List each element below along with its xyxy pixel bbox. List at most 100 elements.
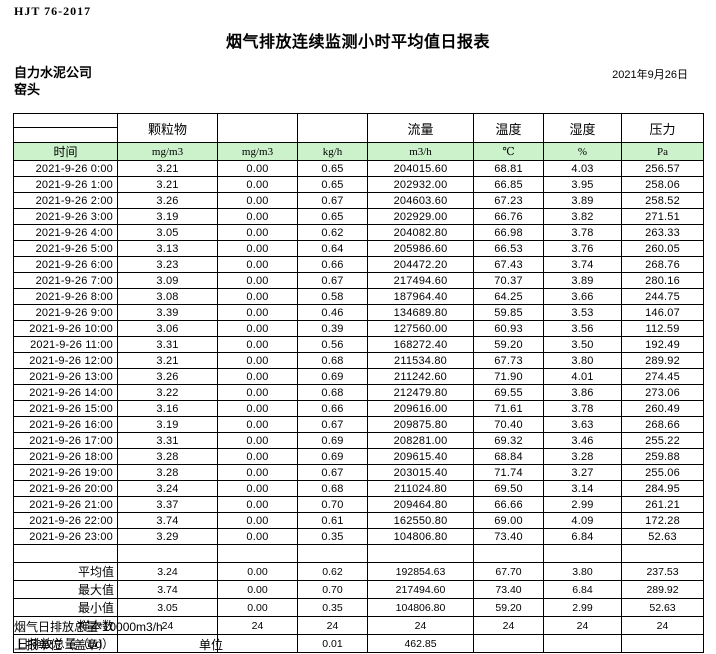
cell-value: 244.75 xyxy=(621,288,704,305)
cell-value: 134689.80 xyxy=(367,304,474,321)
cell-value: 217494.60 xyxy=(367,272,474,289)
cell-value: 4.03 xyxy=(543,160,622,177)
corner-lower xyxy=(15,128,117,142)
group-header-row: 颗粒物 流量 温度 湿度 压力 xyxy=(13,113,704,143)
cell-value: 209615.40 xyxy=(367,448,474,465)
cell-value: 0.35 xyxy=(297,528,368,545)
blank-cell xyxy=(217,544,298,563)
summary-value: 3.05 xyxy=(117,598,218,617)
summary-value: 24 xyxy=(217,616,298,635)
cell-value: 0.00 xyxy=(217,176,298,193)
cell-value: 204603.60 xyxy=(367,192,474,209)
cell-value: 59.85 xyxy=(473,304,544,321)
table-row: 2021-9-26 5:00 3.13 0.00 0.64 205986.60 66.53… xyxy=(13,240,704,257)
summary-value: 0.00 xyxy=(217,598,298,617)
blank-cell xyxy=(117,544,218,563)
cell-timestamp: 2021-9-26 3:00 xyxy=(13,208,118,225)
cell-value: 73.40 xyxy=(473,528,544,545)
summary-value: 0.62 xyxy=(297,562,368,581)
table-row: 2021-9-26 11:00 3.31 0.00 0.56 168272.40 59.2… xyxy=(13,336,704,353)
cell-value: 0.67 xyxy=(297,464,368,481)
cell-value: 2.99 xyxy=(543,496,622,513)
cell-value: 0.68 xyxy=(297,384,368,401)
table-row: 2021-9-26 19:00 3.28 0.00 0.67 203015.40 71.7… xyxy=(13,464,704,481)
cell-timestamp: 2021-9-26 21:00 xyxy=(13,496,118,513)
summary-value: 3.74 xyxy=(117,580,218,599)
cell-timestamp: 2021-9-26 17:00 xyxy=(13,432,118,449)
cell-value: 71.90 xyxy=(473,368,544,385)
cell-value: 0.00 xyxy=(217,400,298,417)
cell-value: 3.50 xyxy=(543,336,622,353)
cell-value: 104806.80 xyxy=(367,528,474,545)
cell-value: 0.64 xyxy=(297,240,368,257)
facility-name: 窑头 xyxy=(14,82,41,97)
summary-value: 3.24 xyxy=(117,562,218,581)
cell-timestamp: 2021-9-26 15:00 xyxy=(13,400,118,417)
cell-value: 69.32 xyxy=(473,432,544,449)
unit-header-m3h: m3/h xyxy=(367,142,474,161)
standard-code: HJT 76-2017 xyxy=(14,4,92,18)
table-row: 2021-9-26 3:00 3.19 0.00 0.65 202929.00 66.76… xyxy=(13,208,704,225)
cell-value: 3.31 xyxy=(117,336,218,353)
cell-value: 172.28 xyxy=(621,512,704,529)
cell-value: 69.50 xyxy=(473,480,544,497)
cell-value: 0.00 xyxy=(217,352,298,369)
cell-value: 3.89 xyxy=(543,192,622,209)
cell-value: 3.46 xyxy=(543,432,622,449)
cell-timestamp: 2021-9-26 7:00 xyxy=(13,272,118,289)
cell-value: 0.00 xyxy=(217,368,298,385)
cell-value: 211534.80 xyxy=(367,352,474,369)
daily-total-label: 日排放总量（t/d） xyxy=(13,634,118,653)
summary-value: 24 xyxy=(543,616,622,635)
group-header-blank-1 xyxy=(217,113,298,143)
cell-timestamp: 2021-9-26 22:00 xyxy=(13,512,118,529)
cell-value: 66.66 xyxy=(473,496,544,513)
unit-header-percent: % xyxy=(543,142,622,161)
emission-report-table: 颗粒物 流量 温度 湿度 压力 时间 mg/m3 mg/m3 kg/h m3/h… xyxy=(13,113,704,653)
cell-value: 0.00 xyxy=(217,208,298,225)
unit-header-time: 时间 xyxy=(13,142,118,161)
cell-value: 187964.40 xyxy=(367,288,474,305)
cell-value: 204015.60 xyxy=(367,160,474,177)
summary-row: 最小值 3.05 0.00 0.35 104806.80 59.20 2.99 52.63 xyxy=(13,598,704,617)
unit-header-row: 时间 mg/m3 mg/m3 kg/h m3/h ℃ % Pa xyxy=(13,142,704,161)
cell-timestamp: 2021-9-26 23:00 xyxy=(13,528,118,545)
cell-value: 0.58 xyxy=(297,288,368,305)
summary-value: 73.40 xyxy=(473,580,544,599)
cell-timestamp: 2021-9-26 5:00 xyxy=(13,240,118,257)
table-row: 2021-9-26 16:00 3.19 0.00 0.67 209875.80 70.4… xyxy=(13,416,704,433)
cell-value: 289.92 xyxy=(621,352,704,369)
cell-value: 3.39 xyxy=(117,304,218,321)
cell-value: 274.45 xyxy=(621,368,704,385)
daily-total-value xyxy=(473,634,544,653)
cell-value: 0.62 xyxy=(297,224,368,241)
cell-value: 256.57 xyxy=(621,160,704,177)
cell-value: 3.19 xyxy=(117,416,218,433)
cell-value: 3.26 xyxy=(117,192,218,209)
table-row: 2021-9-26 17:00 3.31 0.00 0.69 208281.00 69.3… xyxy=(13,432,704,449)
cell-value: 0.65 xyxy=(297,208,368,225)
cell-value: 3.82 xyxy=(543,208,622,225)
cell-timestamp: 2021-9-26 4:00 xyxy=(13,224,118,241)
cell-value: 60.93 xyxy=(473,320,544,337)
summary-value: 2.99 xyxy=(543,598,622,617)
cell-value: 71.61 xyxy=(473,400,544,417)
cell-value: 0.67 xyxy=(297,272,368,289)
group-header-flow: 流量 xyxy=(367,113,474,143)
table-row: 2021-9-26 1:00 3.21 0.00 0.65 202932.00 66.85… xyxy=(13,176,704,193)
cell-value: 0.00 xyxy=(217,336,298,353)
cell-value: 273.06 xyxy=(621,384,704,401)
table-row: 2021-9-26 13:00 3.26 0.00 0.69 211242.60 71.9… xyxy=(13,368,704,385)
cell-value: 0.00 xyxy=(217,320,298,337)
summary-value: 24 xyxy=(473,616,544,635)
table-head: 颗粒物 流量 温度 湿度 压力 时间 mg/m3 mg/m3 kg/h m3/h… xyxy=(13,113,704,161)
cell-value: 0.00 xyxy=(217,160,298,177)
cell-value: 0.00 xyxy=(217,464,298,481)
table-row: 2021-9-26 15:00 3.16 0.00 0.66 209616.00 71.6… xyxy=(13,400,704,417)
cell-value: 66.76 xyxy=(473,208,544,225)
cell-value: 0.70 xyxy=(297,496,368,513)
group-header-particulate: 颗粒物 xyxy=(117,113,218,143)
cell-value: 0.69 xyxy=(297,432,368,449)
daily-total-value xyxy=(543,634,622,653)
cell-value: 268.76 xyxy=(621,256,704,273)
